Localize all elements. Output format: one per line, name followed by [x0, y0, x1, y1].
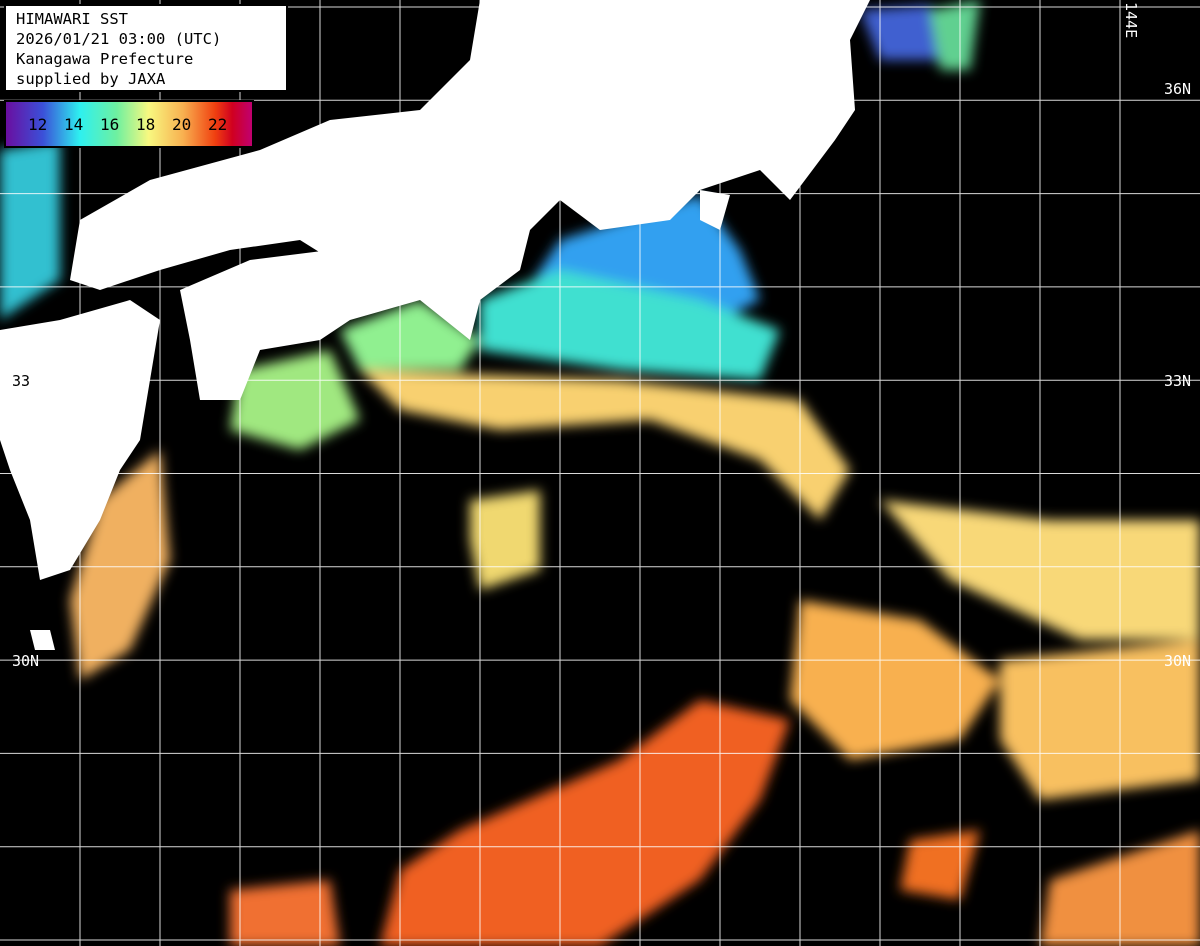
legend-label: 16 — [100, 114, 120, 134]
sst-patch-green-w — [230, 350, 360, 450]
land-boso — [700, 190, 730, 230]
legend-label: 20 — [172, 114, 192, 134]
title-product: HIMAWARI SST — [16, 10, 128, 28]
land-shikoku — [180, 240, 430, 400]
title-credit: supplied by JAXA — [16, 70, 166, 88]
sst-patch-cyan — [480, 270, 780, 380]
sst-patch-yellow — [360, 370, 850, 520]
sst-patch-kyushu — [70, 450, 170, 680]
color-legend: 12 14 16 18 20 22 — [4, 100, 254, 148]
sst-patch-tr2 — [930, 0, 980, 70]
land-island — [30, 630, 55, 650]
lat-label-33-left: 33 — [12, 372, 31, 390]
sst-patch-tl — [0, 140, 60, 320]
sst-patch-orange2 — [1000, 640, 1200, 800]
title-datetime: 2026/01/21 03:00 (UTC) — [16, 30, 222, 48]
title-region: Kanagawa Prefecture — [16, 50, 194, 68]
legend-label: 18 — [136, 114, 156, 134]
lon-label-144e: 144E — [1122, 2, 1140, 39]
title-box: HIMAWARI SST 2026/01/21 03:00 (UTC) Kana… — [4, 4, 288, 92]
sst-patch-red-orange2 — [230, 880, 340, 946]
lat-label-30n-left: 30N — [12, 652, 40, 670]
lat-label-33n: 33N — [1164, 372, 1192, 390]
sst-patch-red-orange — [380, 700, 790, 946]
sst-patch-yellow2 — [470, 490, 540, 590]
sst-patch-orange — [790, 600, 1000, 760]
legend-label: 22 — [208, 114, 228, 134]
legend-label: 14 — [64, 114, 84, 134]
lat-label-30n-right: 30N — [1164, 652, 1192, 670]
legend-label: 12 — [28, 114, 48, 134]
lat-label-36n: 36N — [1164, 80, 1192, 98]
land-honshu — [70, 0, 870, 340]
lon-label-136e: 136E — [482, 2, 500, 39]
sst-patch-red-orange3 — [900, 830, 980, 900]
